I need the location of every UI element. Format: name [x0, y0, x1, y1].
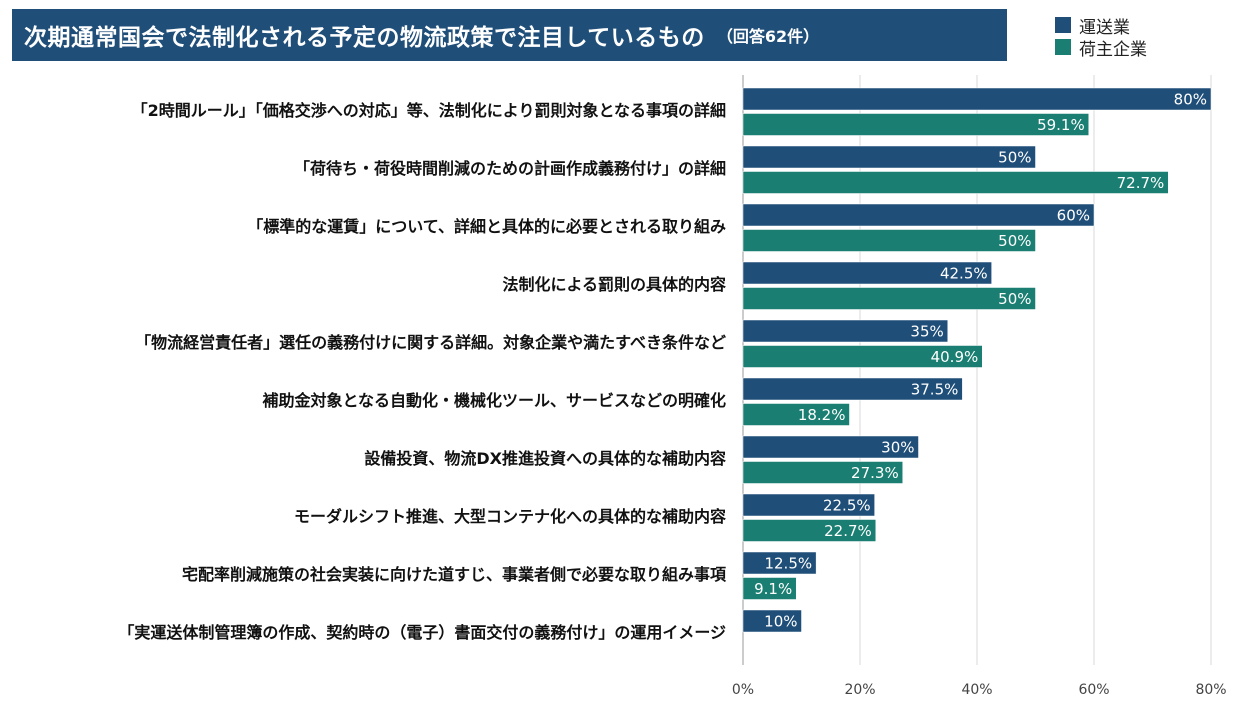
- bar-transport: [742, 551, 817, 575]
- bar-shipper: [742, 345, 983, 368]
- x-tick-label: 60%: [1078, 682, 1109, 698]
- bar-transport: [742, 145, 1036, 169]
- bar-shipper: [742, 287, 1036, 310]
- bar-transport: [742, 203, 1095, 227]
- legend-swatch-transport: [1055, 17, 1071, 33]
- data-label-shipper: 18.2%: [798, 406, 846, 424]
- data-label-transport: 37.5%: [911, 381, 959, 399]
- chart-title: 次期通常国会で法制化される予定の物流政策で注目しているもの: [24, 25, 705, 51]
- data-label-transport: 30%: [881, 439, 914, 457]
- category-label: モーダルシフト推進、大型コンテナ化への具体的な補助内容: [294, 507, 726, 526]
- bar-transport: [742, 377, 963, 401]
- bar-transport: [742, 261, 992, 285]
- legend-label-transport: 運送業: [1079, 17, 1130, 38]
- data-label-shipper: 40.9%: [931, 348, 979, 366]
- data-label-shipper: 27.3%: [851, 464, 899, 482]
- legend-label-shipper: 荷主企業: [1079, 39, 1147, 60]
- data-label-shipper: 72.7%: [1117, 174, 1165, 192]
- category-label: 補助金対象となる自動化・機械化ツール、サービスなどの明確化: [261, 391, 726, 410]
- bar-shipper: [742, 229, 1036, 252]
- data-label-transport: 42.5%: [940, 265, 988, 283]
- x-tick-label: 20%: [844, 682, 875, 698]
- data-label-shipper: 50%: [998, 232, 1031, 250]
- category-label: 設備投資、物流DX推進投資への具体的な補助内容: [364, 449, 726, 468]
- bar-shipper: [742, 519, 877, 542]
- legend-swatch-shipper: [1055, 39, 1071, 55]
- bar-shipper: [742, 171, 1169, 194]
- data-label-transport: 12.5%: [764, 555, 812, 573]
- data-label-transport: 60%: [1057, 207, 1090, 225]
- bar-shipper: [742, 577, 797, 600]
- bar-transport: [742, 319, 948, 343]
- category-label: 「標準的な運賃」について、詳細と具体的に必要とされる取り組み: [247, 217, 726, 236]
- data-label-shipper: 59.1%: [1037, 116, 1085, 134]
- legend-item-transport: 運送業: [1055, 14, 1147, 38]
- data-label-shipper: 9.1%: [754, 580, 792, 598]
- category-label: 法制化による罰則の具体的内容: [502, 275, 726, 294]
- data-label-shipper: 22.7%: [824, 522, 872, 540]
- x-tick-label: 40%: [961, 682, 992, 698]
- data-label-transport: 50%: [998, 149, 1031, 167]
- bar-transport: [742, 435, 919, 459]
- data-label-transport: 22.5%: [823, 497, 871, 515]
- bar-transport: [742, 87, 1212, 111]
- data-label-shipper: 50%: [998, 290, 1031, 308]
- category-label: 「実運送体制管理簿の作成、契約時の（電子）書面交付の義務付け」の運用イメージ: [118, 623, 726, 642]
- bar-transport: [742, 609, 802, 633]
- category-label: 「2時間ルール」「価格交渉への対応」等、法制化により罰則対象となる事項の詳細: [132, 101, 726, 120]
- x-tick-label: 80%: [1195, 682, 1226, 698]
- category-label: 宅配率削減施策の社会実装に向けた道すじ、事業者側で必要な取り組み事項: [182, 565, 727, 584]
- data-label-transport: 10%: [764, 613, 797, 631]
- category-label: 「荷待ち・荷役時間削減のための計画作成義務付け」の詳細: [294, 159, 726, 178]
- x-tick-label: 0%: [732, 682, 754, 698]
- data-label-transport: 35%: [910, 323, 943, 341]
- category-label: 「物流経営責任者」選任の義務付けに関する詳細。対象企業や満たすべき条件など: [135, 333, 726, 352]
- bar-transport: [742, 493, 875, 517]
- data-label-transport: 80%: [1174, 91, 1207, 109]
- bar-shipper: [742, 461, 903, 484]
- legend-item-shipper: 荷主企業: [1055, 36, 1147, 60]
- chart-title-banner: 次期通常国会で法制化される予定の物流政策で注目しているもの （回答62件）: [12, 9, 1007, 61]
- bar-shipper: [742, 113, 1089, 136]
- legend: 運送業 荷主企業: [1055, 14, 1147, 60]
- bar-shipper: [742, 403, 850, 426]
- chart-subtitle: （回答62件）: [716, 27, 820, 46]
